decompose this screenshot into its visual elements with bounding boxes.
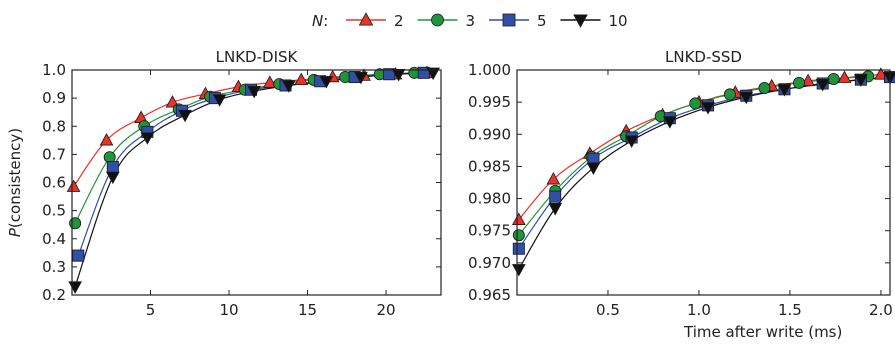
data-point-10 [586,162,601,175]
panel-title: LNKD-DISK [216,48,299,66]
data-point-10 [777,84,792,97]
legend-label: 5 [537,12,547,30]
panel-title: LNKD-SSD [665,48,742,66]
y-axis-label: P(consistency) [6,128,24,237]
y-tick-label: 0.4 [42,230,66,248]
data-point-5 [106,161,119,174]
y-tick-label: 0.975 [468,222,511,240]
y-tick-label: 0.990 [468,125,511,143]
x-tick-label: 5 [146,301,156,319]
data-point-5 [549,190,562,203]
y-axis-label-rest: (consistency) [6,128,24,228]
series-line-2 [518,73,881,221]
chart-panel-lnkd-disk: LNKD-DISK 0.2 0.3 0.4 0.5 0.6 0.7 0.8 0.9 1.0 5 10 1… [6,48,442,319]
legend-marker [358,12,374,26]
legend-marker [502,13,516,27]
y-tick-label: 0.6 [42,174,66,192]
data-point-3 [512,229,525,242]
legend: N: 2 3 5 10 [312,12,628,30]
legend-label: 2 [394,12,404,30]
y-tick-label: 0.9 [42,89,66,107]
data-point-10 [739,91,754,105]
legend-colon: : [323,12,328,30]
data-point-10 [212,94,227,107]
series-layer [66,65,440,294]
data-point-10 [354,71,368,85]
plot-frame [516,69,891,296]
y-tick-label: 0.7 [42,145,66,163]
data-point-2 [294,72,309,86]
y-tick-label: 0.965 [468,286,511,304]
legend-var: N [312,12,323,30]
data-point-10 [624,135,639,148]
data-point-10 [247,85,261,99]
data-point-2 [99,133,114,146]
series-line-5 [77,72,424,256]
x-tick-label: 20 [376,301,395,319]
data-point-2 [801,73,815,87]
data-point-10 [548,203,563,216]
data-point-10 [281,80,296,93]
y-axis-label-var: P [6,227,24,237]
data-point-2 [546,172,561,185]
x-tick-label: 10 [219,301,238,319]
legend-marker [573,14,588,28]
legend-marker [431,13,444,27]
data-point-2 [263,75,277,88]
data-point-3 [793,76,806,89]
data-point-10 [854,74,868,87]
data-point-10 [68,281,82,294]
series-line-10 [74,72,434,287]
plot-frame [71,69,442,296]
x-tick-label: 0.5 [596,301,620,319]
data-point-10 [815,78,830,92]
data-point-2 [874,67,888,80]
data-point-2 [837,70,852,83]
data-point-10 [319,76,334,89]
data-point-2 [66,179,81,192]
data-point-3 [827,73,840,86]
y-tick-label: 1.000 [468,61,511,79]
y-tick-label: 0.980 [468,190,511,208]
data-point-10 [663,116,677,129]
data-point-10 [426,67,440,81]
x-tick-label: 1.0 [687,301,711,319]
y-tick-label: 0.985 [468,157,511,175]
legend-label: 3 [466,12,476,30]
data-point-10 [178,109,192,123]
y-tick-label: 0.2 [42,286,66,304]
y-tick-label: 0.970 [468,254,511,272]
y-tick-label: 0.3 [42,258,66,276]
x-axis-label: Time after write (ms) [683,323,842,341]
x-tick-label: 1.5 [778,301,802,319]
data-point-5 [512,242,525,255]
data-point-10 [511,264,526,277]
chart-panel-lnkd-ssd: LNKD-SSD 0.965 0.970 0.975 0.980 0.985 0.990 0.… [468,48,895,341]
y-tick-label: 0.995 [468,93,511,111]
legend-prefix: N: [312,12,328,30]
data-point-10 [105,171,120,185]
data-point-5 [72,249,85,262]
x-tick-label: 15 [298,301,317,319]
x-tick-label: 2.0 [869,301,893,319]
series-layer [511,67,895,277]
data-point-10 [701,102,715,115]
legend-label: 10 [609,12,628,30]
y-tick-label: 0.5 [42,202,66,220]
data-point-10 [140,132,155,145]
data-point-3 [689,97,702,110]
data-point-3 [723,88,736,101]
data-point-3 [69,217,82,230]
data-point-2 [511,212,526,225]
data-point-3 [758,82,771,95]
y-tick-label: 0.8 [42,117,66,135]
y-tick-label: 1.0 [42,61,66,79]
